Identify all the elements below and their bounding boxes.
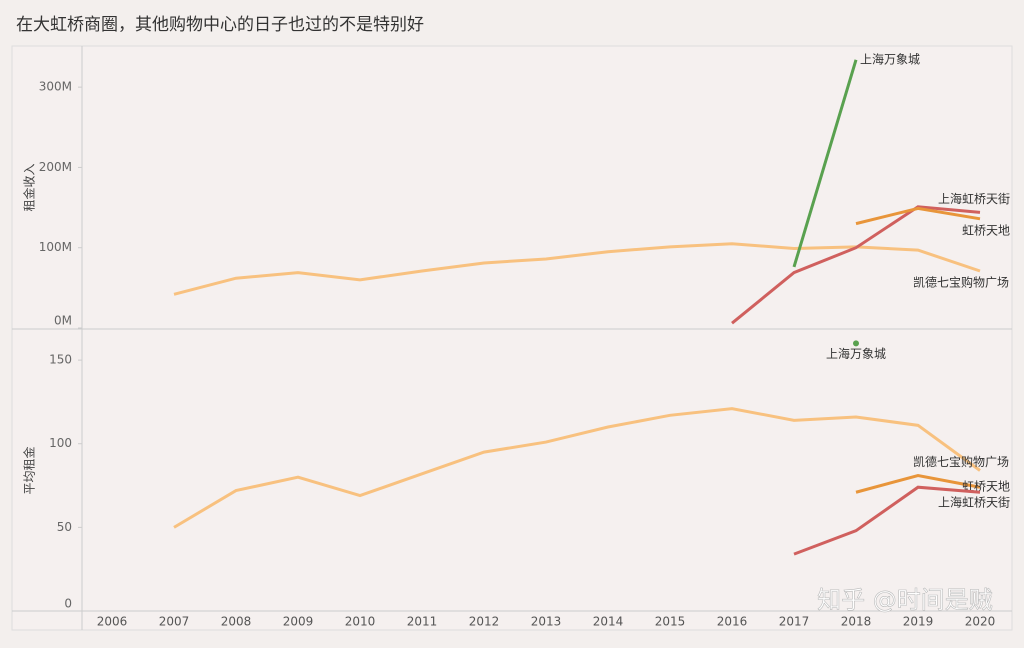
series-label: 上海虹桥天街 xyxy=(938,495,1010,510)
y-tick-label: 300M xyxy=(39,80,72,94)
series-line xyxy=(855,206,981,226)
x-tick-label: 2019 xyxy=(903,615,934,629)
series-label: 上海万象城 xyxy=(826,346,886,361)
y-tick-label: 50 xyxy=(57,520,72,534)
x-tick-label: 2006 xyxy=(97,615,128,629)
series-point xyxy=(853,340,859,347)
y-tick-label: 0M xyxy=(54,314,72,328)
x-tick-label: 2014 xyxy=(593,615,624,629)
x-tick-label: 2018 xyxy=(841,615,872,629)
y-axis-label: 租金收入 xyxy=(22,163,37,211)
plot-frame xyxy=(11,45,1013,631)
series-label: 虹桥天地 xyxy=(962,480,1010,494)
y-tick-label: 150 xyxy=(49,353,72,367)
y-tick-label: 0 xyxy=(64,597,72,611)
x-tick-label: 2011 xyxy=(407,615,438,629)
series-line xyxy=(792,59,858,268)
x-tick-label: 2013 xyxy=(531,615,562,629)
x-tick-label: 2008 xyxy=(221,615,252,629)
x-tick-label: 2007 xyxy=(159,615,190,629)
series-label: 凯德七宝购物广场 xyxy=(913,454,1009,469)
series-line xyxy=(173,407,981,529)
y-axis-label: 平均租金 xyxy=(22,446,37,494)
series-line xyxy=(173,242,981,296)
chart-title: 在大虹桥商圈，其他购物中心的日子也过的不是特别好 xyxy=(16,15,424,35)
y-tick-label: 200M xyxy=(39,160,72,174)
watermark: 知乎 @时间是贼 xyxy=(817,586,993,614)
series-line xyxy=(731,205,981,325)
x-tick-label: 2017 xyxy=(779,615,810,629)
x-tick-label: 2015 xyxy=(655,615,686,629)
y-tick-label: 100 xyxy=(49,436,72,450)
x-tick-label: 2010 xyxy=(345,615,376,629)
x-tick-label: 2012 xyxy=(469,615,500,629)
x-tick-label: 2020 xyxy=(965,615,996,629)
series-label: 上海万象城 xyxy=(860,51,920,66)
series-label: 凯德七宝购物广场 xyxy=(913,274,1009,289)
series-line xyxy=(855,473,981,494)
x-tick-label: 2009 xyxy=(283,615,314,629)
x-tick-label: 2016 xyxy=(717,615,748,629)
y-tick-label: 100M xyxy=(39,240,72,254)
series-label: 虹桥天地 xyxy=(962,223,1010,237)
series-label: 上海虹桥天街 xyxy=(938,191,1010,206)
series-line xyxy=(793,485,981,556)
